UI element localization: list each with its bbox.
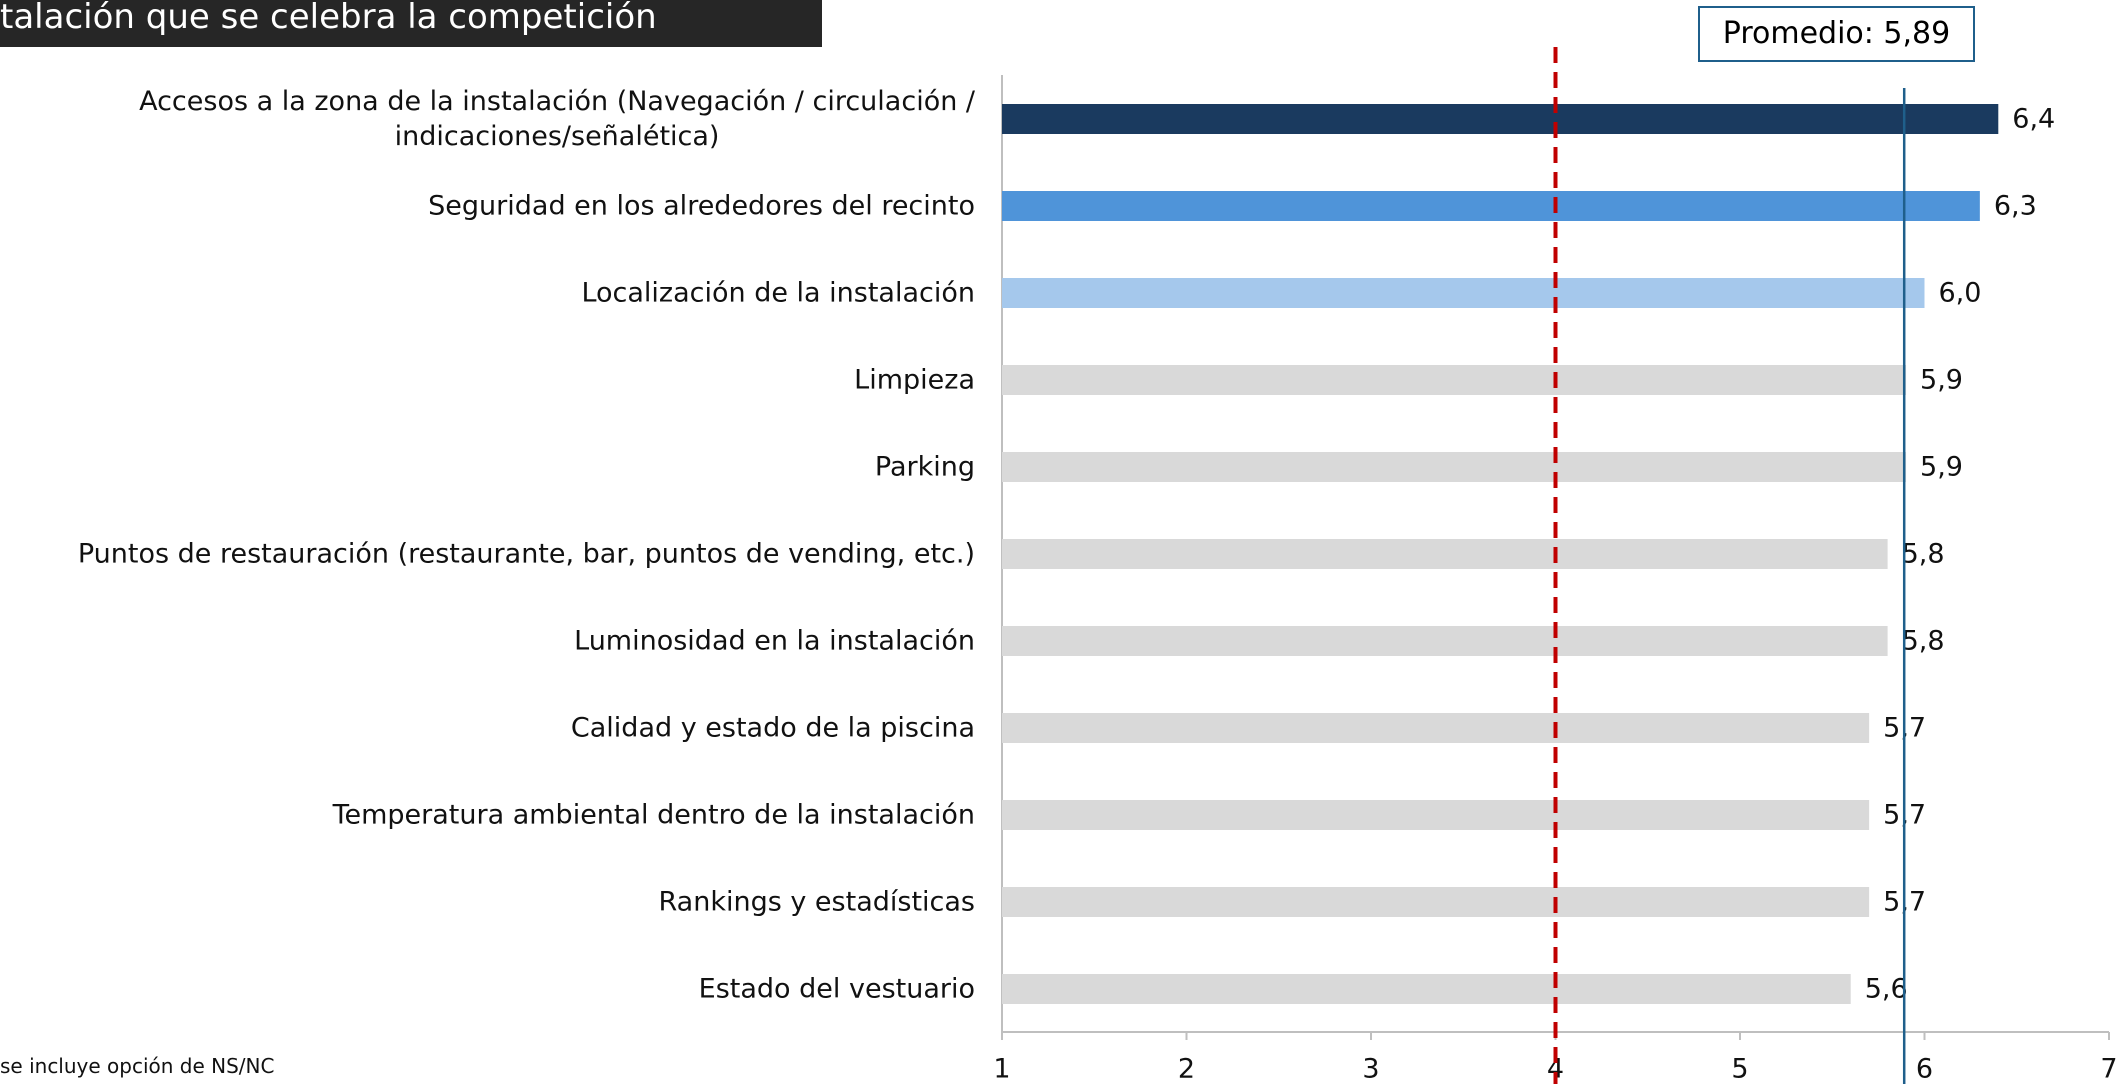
bar bbox=[1002, 278, 1925, 308]
bar bbox=[1002, 626, 1888, 656]
bar bbox=[1002, 800, 1870, 830]
chart-title: talación que se celebra la competición bbox=[0, 0, 822, 47]
category-label: Calidad y estado de la piscina bbox=[570, 712, 975, 744]
bar bbox=[1002, 713, 1870, 743]
value-label: 5,9 bbox=[1920, 365, 1963, 396]
category-label: Seguridad en los alrededores del recinto bbox=[428, 190, 975, 222]
x-tick-label: 1 bbox=[993, 1054, 1010, 1084]
bar bbox=[1002, 887, 1870, 917]
x-tick-label: 3 bbox=[1362, 1054, 1379, 1084]
x-tick-label: 4 bbox=[1547, 1054, 1564, 1084]
bar bbox=[1002, 104, 1999, 134]
average-label: Promedio: 5,89 bbox=[1698, 6, 1975, 62]
value-label: 5,8 bbox=[1902, 539, 1945, 570]
x-tick-label: 7 bbox=[2100, 1054, 2117, 1084]
value-label: 6,3 bbox=[1994, 191, 2037, 222]
footnote: se incluye opción de NS/NC bbox=[0, 1054, 275, 1078]
bar bbox=[1002, 191, 1980, 221]
value-label: 5,6 bbox=[1865, 974, 1908, 1005]
category-label: Estado del vestuario bbox=[698, 973, 975, 1005]
x-tick-label: 6 bbox=[1916, 1054, 1933, 1084]
x-tick-label: 5 bbox=[1731, 1054, 1748, 1084]
bar bbox=[1002, 539, 1888, 569]
category-label: Temperatura ambiental dentro de la insta… bbox=[332, 799, 975, 831]
bar bbox=[1002, 452, 1907, 482]
value-label: 6,0 bbox=[1939, 278, 1982, 309]
value-label: 6,4 bbox=[2012, 104, 2055, 135]
bar bbox=[1002, 365, 1907, 395]
category-label: Limpieza bbox=[854, 364, 975, 396]
value-label: 5,9 bbox=[1920, 452, 1963, 483]
category-label: Luminosidad en la instalación bbox=[574, 625, 975, 657]
value-label: 5,8 bbox=[1902, 626, 1945, 657]
category-label: Rankings y estadísticas bbox=[658, 886, 976, 918]
category-label: Localización de la instalación bbox=[581, 277, 975, 309]
category-label: Parking bbox=[874, 451, 975, 483]
category-label: Puntos de restauración (restaurante, bar… bbox=[77, 538, 975, 570]
x-tick-label: 2 bbox=[1178, 1054, 1195, 1084]
bar bbox=[1002, 974, 1851, 1004]
category-label: Accesos a la zona de la instalación (Nav… bbox=[139, 86, 975, 152]
